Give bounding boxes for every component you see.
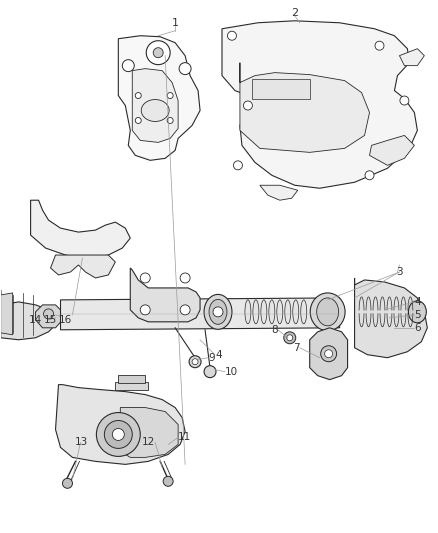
- Circle shape: [104, 421, 132, 448]
- Ellipse shape: [253, 300, 259, 324]
- Polygon shape: [240, 63, 370, 152]
- Polygon shape: [35, 305, 63, 328]
- Text: 1: 1: [172, 18, 179, 28]
- Polygon shape: [31, 200, 130, 258]
- Text: 6: 6: [414, 323, 421, 333]
- Circle shape: [192, 359, 198, 365]
- Polygon shape: [120, 408, 178, 457]
- Circle shape: [365, 171, 374, 180]
- Text: 10: 10: [225, 367, 238, 377]
- Text: 15: 15: [44, 315, 57, 325]
- Text: 9: 9: [208, 353, 215, 363]
- Text: 7: 7: [293, 343, 300, 353]
- Text: 5: 5: [414, 310, 421, 320]
- Polygon shape: [252, 78, 310, 99]
- Circle shape: [244, 101, 252, 110]
- Polygon shape: [132, 69, 178, 142]
- Text: 13: 13: [75, 438, 88, 447]
- Ellipse shape: [285, 300, 291, 324]
- Circle shape: [43, 309, 53, 319]
- Circle shape: [204, 366, 216, 378]
- Circle shape: [227, 31, 237, 40]
- Circle shape: [180, 305, 190, 315]
- Polygon shape: [115, 382, 148, 390]
- Ellipse shape: [277, 300, 283, 324]
- Polygon shape: [50, 255, 115, 278]
- Polygon shape: [399, 49, 424, 66]
- Ellipse shape: [141, 100, 169, 122]
- Polygon shape: [118, 36, 200, 160]
- Circle shape: [233, 161, 242, 170]
- Ellipse shape: [261, 300, 267, 324]
- Ellipse shape: [317, 298, 339, 326]
- Ellipse shape: [204, 294, 232, 329]
- Circle shape: [321, 346, 337, 362]
- Text: 8: 8: [271, 325, 278, 335]
- Text: 14: 14: [29, 315, 42, 325]
- Polygon shape: [130, 268, 200, 322]
- Circle shape: [179, 63, 191, 75]
- Polygon shape: [1, 290, 56, 340]
- Circle shape: [146, 41, 170, 64]
- Polygon shape: [355, 278, 427, 358]
- Text: 16: 16: [59, 315, 72, 325]
- Polygon shape: [1, 293, 13, 335]
- Circle shape: [140, 305, 150, 315]
- Polygon shape: [60, 298, 339, 330]
- Ellipse shape: [269, 300, 275, 324]
- Circle shape: [153, 47, 163, 58]
- Ellipse shape: [209, 300, 227, 324]
- Polygon shape: [260, 185, 298, 200]
- Text: 2: 2: [291, 8, 298, 18]
- Circle shape: [135, 117, 141, 124]
- Circle shape: [189, 356, 201, 368]
- Ellipse shape: [310, 293, 345, 331]
- Circle shape: [400, 96, 409, 105]
- Text: 11: 11: [178, 432, 191, 442]
- Polygon shape: [222, 21, 417, 188]
- Circle shape: [163, 477, 173, 486]
- Circle shape: [135, 93, 141, 99]
- Circle shape: [63, 478, 72, 488]
- Polygon shape: [118, 375, 145, 383]
- Circle shape: [287, 335, 293, 341]
- Polygon shape: [56, 385, 185, 464]
- Ellipse shape: [301, 300, 307, 324]
- Circle shape: [284, 332, 296, 344]
- Circle shape: [375, 41, 384, 50]
- Text: 3: 3: [396, 267, 403, 277]
- Polygon shape: [310, 328, 348, 379]
- Circle shape: [112, 429, 124, 440]
- Circle shape: [140, 273, 150, 283]
- Text: 4: 4: [215, 350, 222, 360]
- Ellipse shape: [293, 300, 299, 324]
- Circle shape: [213, 307, 223, 317]
- Circle shape: [167, 93, 173, 99]
- Text: 4: 4: [414, 297, 421, 307]
- Circle shape: [325, 350, 332, 358]
- Circle shape: [180, 273, 190, 283]
- Circle shape: [122, 60, 134, 71]
- Ellipse shape: [408, 301, 426, 323]
- Circle shape: [167, 117, 173, 124]
- Ellipse shape: [245, 300, 251, 324]
- Circle shape: [96, 413, 140, 456]
- Polygon shape: [370, 135, 414, 165]
- Text: 12: 12: [142, 438, 155, 447]
